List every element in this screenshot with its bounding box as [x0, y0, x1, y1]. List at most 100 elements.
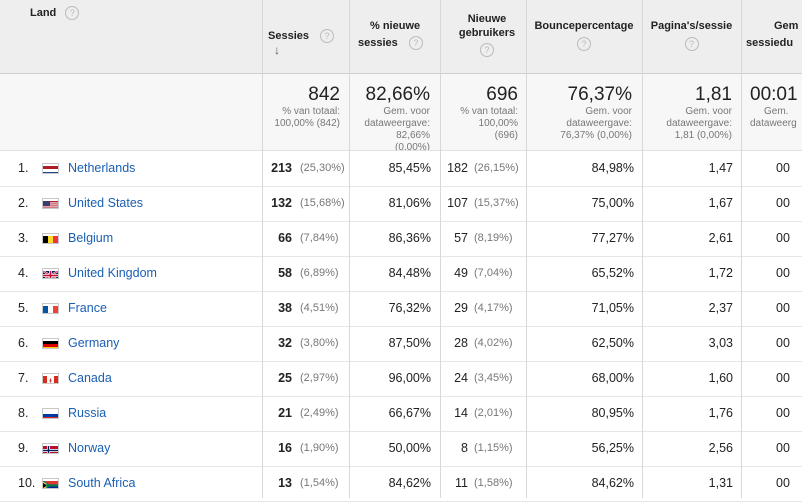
duur-value: 00 [776, 301, 790, 315]
column-divider [440, 0, 441, 498]
totals-nieuwe-gebruikers-sub-3: (696) [494, 130, 518, 141]
bounce-value: 84,98% [591, 161, 634, 175]
country-flag-icon [42, 303, 59, 314]
country-link[interactable]: South Africa [68, 476, 136, 490]
totals-nieuwe-sessies-sub-4: (0,00%) [394, 142, 430, 150]
paginas-value: 2,37 [708, 301, 733, 315]
column-divider [741, 0, 742, 498]
column-header-paginas-per-sessie[interactable]: Pagina's/sessie ? [644, 18, 739, 52]
help-icon[interactable]: ? [480, 43, 494, 58]
totals-duur-sub-1: Gem. [764, 106, 789, 117]
help-icon[interactable]: ? [577, 37, 591, 52]
totals-nieuwe-sessies-sub-3: 82,66% [396, 130, 430, 141]
sessies-value: 16 [278, 441, 292, 455]
country-link[interactable]: United States [68, 196, 144, 210]
column-divider [526, 0, 527, 498]
column-header-gem-sessieduur[interactable]: Gem sessiedu [746, 18, 802, 52]
country-flag-icon [42, 233, 59, 244]
table-row: 9. Norway 16 (1,90%) 50,00% 8 (1,15%) 56… [0, 431, 802, 467]
country-link[interactable]: France [68, 301, 107, 315]
duur-value: 00 [776, 196, 790, 210]
sort-descending-icon[interactable]: ↓ [274, 43, 280, 57]
nieuwe-sessies-value: 84,62% [388, 476, 431, 490]
nieuwe-gebruikers-percentage: (26,15%) [474, 162, 519, 174]
column-header-nieuwe-sessies[interactable]: % nieuwe sessies ? [358, 18, 448, 52]
nieuwe-gebruikers-percentage: (8,19%) [474, 232, 513, 244]
paginas-value: 3,03 [708, 336, 733, 350]
duur-value: 00 [776, 161, 790, 175]
column-header-sessies[interactable]: Sessies ? ↓ [268, 29, 348, 57]
totals-nieuwe-sessies: 82,66% Gem. voor dataweergave: 82,66% (0… [350, 74, 430, 150]
sessies-value: 13 [278, 476, 292, 490]
help-icon[interactable]: ? [408, 36, 423, 51]
country-flag-icon [42, 268, 59, 279]
table-row: 3. Belgium 66 (7,84%) 86,36% 57 (8,19%) … [0, 221, 802, 257]
sessies-percentage: (1,54%) [300, 477, 339, 489]
paginas-value: 2,61 [708, 231, 733, 245]
column-divider [262, 0, 263, 498]
sessies-percentage: (1,90%) [300, 442, 339, 454]
sessies-percentage: (4,51%) [300, 302, 339, 314]
table-row: 2. United States 132 (15,68%) 81,06% 107… [0, 186, 802, 222]
nieuwe-gebruikers-percentage: (1,15%) [474, 442, 513, 454]
nieuwe-sessies-value: 85,45% [388, 161, 431, 175]
sessies-value: 21 [278, 406, 292, 420]
totals-paginas-value: 1,81 [695, 84, 732, 105]
sessies-percentage: (6,89%) [300, 267, 339, 279]
totals-bounce-sub-1: Gem. voor [585, 106, 632, 117]
paginas-value: 1,76 [708, 406, 733, 420]
nieuwe-gebruikers-value: 14 [454, 406, 468, 420]
country-flag-icon [42, 338, 59, 349]
row-index: 3. [18, 231, 29, 245]
country-link[interactable]: Norway [68, 441, 111, 455]
help-icon[interactable]: ? [65, 6, 80, 20]
country-link[interactable]: Germany [68, 336, 120, 350]
nieuwe-sessies-value: 66,67% [388, 406, 431, 420]
totals-paginas-sub-3: 1,81 (0,00%) [674, 130, 732, 141]
nieuwe-sessies-value: 50,00% [388, 441, 431, 455]
country-link[interactable]: Russia [68, 406, 107, 420]
help-icon[interactable]: ? [684, 37, 699, 52]
totals-paginas-sub-1: Gem. voor [685, 106, 732, 117]
table-row: 4. United Kingdom 58 (6,89%) 84,48% 49 (… [0, 256, 802, 292]
help-icon[interactable]: ? [320, 29, 335, 43]
country-link[interactable]: Belgium [68, 231, 114, 245]
duur-value: 00 [776, 231, 790, 245]
totals-paginas: 1,81 Gem. voor dataweergave: 1,81 (0,00%… [644, 74, 732, 150]
row-index: 6. [18, 336, 29, 350]
sessies-percentage: (7,84%) [300, 232, 339, 244]
bounce-value: 62,50% [591, 336, 634, 350]
totals-sessies: 842 % van totaal: 100,00% (842) [262, 74, 340, 150]
row-index: 5. [18, 301, 29, 315]
table-row: 6. Germany 32 (3,80%) 87,50% 28 (4,02%) … [0, 326, 802, 362]
totals-nieuwe-sessies-value: 82,66% [365, 84, 430, 105]
totals-bounce: 76,37% Gem. voor dataweergave: 76,37% (0… [528, 74, 632, 150]
duur-value: 00 [776, 371, 790, 385]
nieuwe-gebruikers-percentage: (7,04%) [474, 267, 513, 279]
sessies-value: 66 [278, 231, 292, 245]
duur-value: 00 [776, 266, 790, 280]
country-link[interactable]: United Kingdom [68, 266, 157, 280]
column-header-nieuwe-gebruikers-line1: Nieuwe [467, 13, 507, 25]
country-link[interactable]: Netherlands [68, 161, 136, 175]
totals-sessies-value: 842 [308, 84, 340, 105]
column-header-land[interactable]: Land ? [30, 6, 80, 20]
column-header-bouncepercentage-label: Bouncepercentage [534, 20, 634, 32]
country-flag-icon [42, 408, 59, 419]
country-link[interactable]: Canada [68, 371, 112, 385]
totals-nieuwe-gebruikers-sub-1: % van totaal: [460, 106, 518, 117]
row-index: 4. [18, 266, 29, 280]
sessies-percentage: (2,97%) [300, 372, 339, 384]
column-header-bouncepercentage[interactable]: Bouncepercentage ? [528, 18, 640, 52]
bounce-value: 75,00% [591, 196, 634, 210]
duur-value: 00 [776, 476, 790, 490]
column-header-nieuwe-gebruikers[interactable]: Nieuwe gebruikers ? [452, 12, 522, 58]
nieuwe-gebruikers-value: 28 [454, 336, 468, 350]
nieuwe-gebruikers-value: 24 [454, 371, 468, 385]
sessies-value: 25 [278, 371, 292, 385]
bounce-value: 84,62% [591, 476, 634, 490]
nieuwe-sessies-value: 84,48% [388, 266, 431, 280]
totals-nieuwe-gebruikers-sub-2: 100,00% [478, 118, 518, 129]
totals-nieuwe-gebruikers-value: 696 [486, 84, 518, 105]
sessies-percentage: (3,80%) [300, 337, 339, 349]
